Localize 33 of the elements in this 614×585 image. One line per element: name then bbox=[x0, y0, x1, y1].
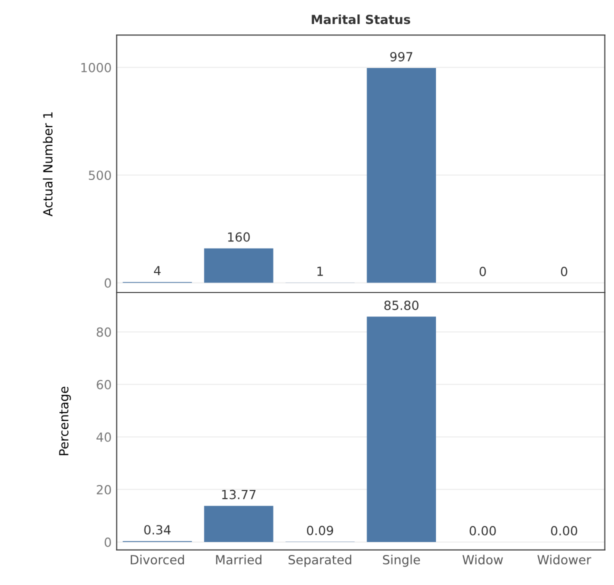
chart-title: Marital Status bbox=[312, 14, 410, 24]
x-tick-label: Divorced bbox=[130, 554, 184, 564]
data-label: 85.80 bbox=[384, 300, 418, 310]
y-tick-label: 0 bbox=[104, 537, 111, 547]
y-tick-label: 20 bbox=[96, 484, 111, 494]
y-tick-label: 1000 bbox=[81, 62, 111, 72]
y-tick-label: 40 bbox=[96, 432, 111, 442]
y-tick-label: 60 bbox=[96, 380, 111, 390]
data-label: 4 bbox=[154, 266, 161, 276]
bar bbox=[204, 506, 274, 542]
data-label: 0 bbox=[480, 266, 486, 276]
y-axis-title: Actual Number 1 bbox=[42, 112, 53, 216]
data-label: 0.09 bbox=[306, 526, 334, 536]
x-tick-label: Widower bbox=[537, 554, 592, 564]
data-label: 0 bbox=[560, 266, 568, 276]
data-label: 0.00 bbox=[470, 526, 496, 536]
x-tick-label: Separated bbox=[288, 554, 352, 567]
y-axis-title: Percentage bbox=[59, 386, 71, 456]
x-tick-label: Single bbox=[383, 554, 420, 567]
data-label: 13.77 bbox=[222, 490, 256, 500]
y-tick-label: 80 bbox=[96, 327, 111, 337]
data-label: 0.34 bbox=[144, 525, 171, 535]
data-label: 1 bbox=[317, 266, 323, 276]
bar bbox=[366, 68, 436, 283]
bar bbox=[204, 248, 274, 283]
data-label: 0.00 bbox=[551, 526, 578, 536]
y-tick-label: 500 bbox=[88, 170, 111, 180]
bar bbox=[366, 316, 436, 542]
data-label: 997 bbox=[390, 52, 412, 62]
x-tick-label: Widow bbox=[462, 554, 503, 564]
x-tick-label: Married bbox=[216, 554, 262, 564]
y-tick-label: 0 bbox=[104, 278, 111, 288]
data-label: 160 bbox=[228, 232, 250, 242]
